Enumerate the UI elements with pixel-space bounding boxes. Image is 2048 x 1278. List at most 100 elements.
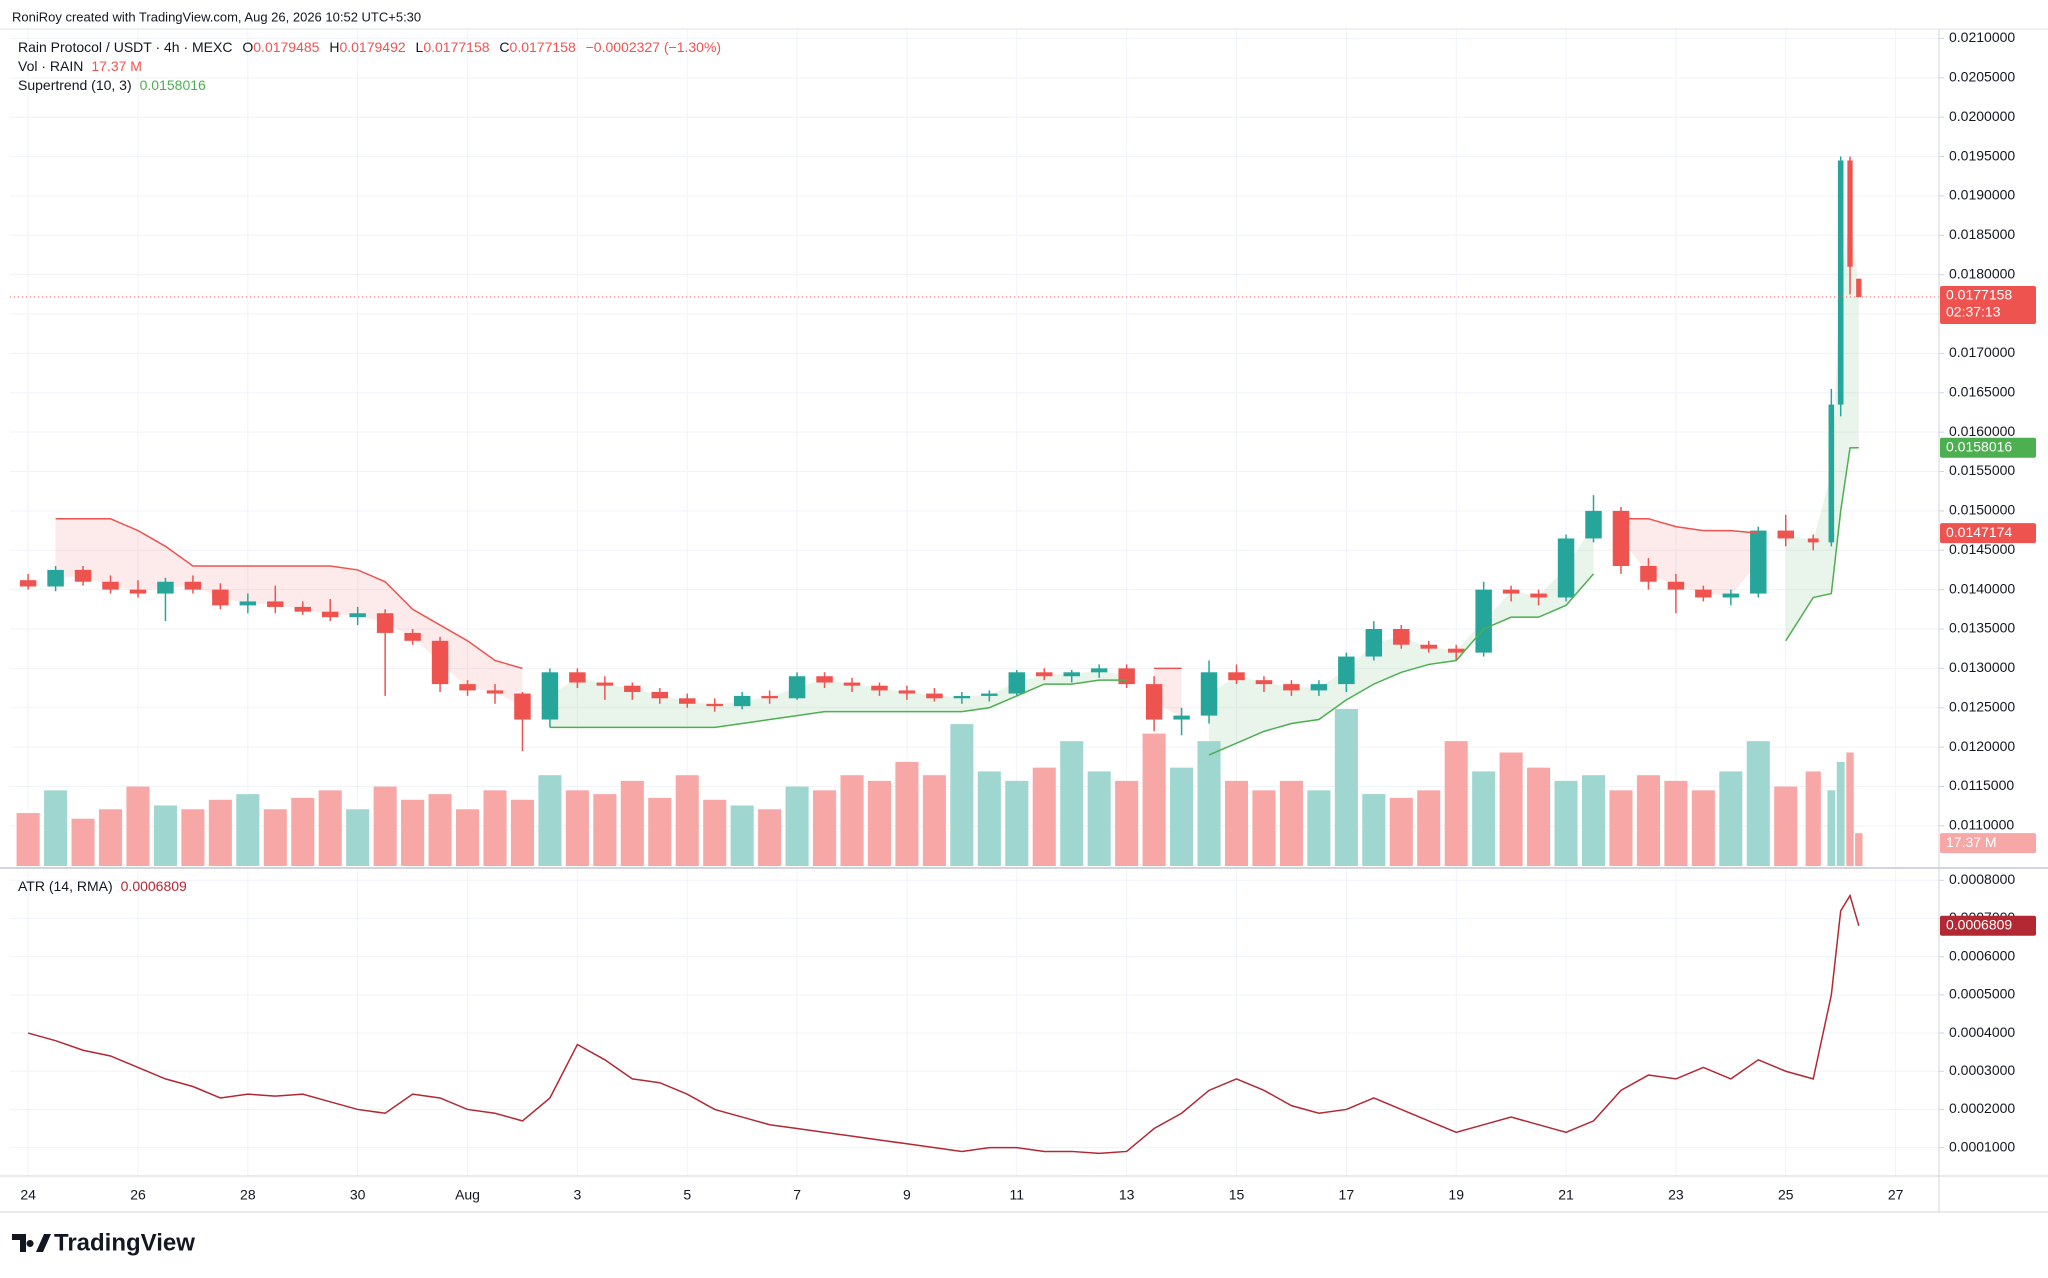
candle-body <box>47 569 64 587</box>
candle-body <box>706 703 723 707</box>
supertrend-fill <box>1620 518 1759 596</box>
volume-bar <box>1774 786 1798 866</box>
x-tick-label: 7 <box>793 1187 801 1203</box>
vol-name: Vol · RAIN <box>18 58 83 74</box>
candle-body <box>1008 672 1026 694</box>
x-tick-label: 13 <box>1119 1187 1135 1203</box>
x-tick-label: 17 <box>1339 1187 1355 1203</box>
volume-bar <box>71 818 95 866</box>
candle-body <box>1228 672 1245 681</box>
y-tick-label: 0.0001000 <box>1949 1138 2015 1154</box>
candle-body <box>1420 644 1437 649</box>
volume-bar <box>1499 752 1523 866</box>
volume-bar <box>291 797 315 866</box>
legend-main: Rain Protocol / USDT · 4h · MEXC O0.0179… <box>18 39 721 55</box>
volume-bar <box>593 794 617 866</box>
candle-body <box>1145 684 1163 720</box>
y-tick-label: 0.0120000 <box>1949 738 2015 754</box>
candle-body <box>486 690 504 694</box>
volume-bar <box>483 790 507 866</box>
atr-name: ATR (14, RMA) <box>18 878 113 894</box>
volume-bar <box>1746 741 1770 866</box>
candle-body <box>1393 628 1410 645</box>
volume-bar <box>373 786 397 866</box>
candle-body <box>1777 530 1794 539</box>
x-tick-label: 19 <box>1448 1187 1464 1203</box>
candle-body <box>981 693 998 696</box>
volume-bar <box>208 799 232 866</box>
candle-body <box>1365 628 1383 657</box>
x-tick-label: Aug <box>455 1187 480 1203</box>
candle-body <box>1200 672 1218 716</box>
fill-layer <box>55 213 1859 755</box>
volume-bar <box>1334 709 1358 866</box>
volume-bar <box>1170 767 1194 866</box>
volume-bar <box>1664 780 1688 866</box>
volume-bar <box>401 799 425 866</box>
candle-body <box>1283 684 1300 691</box>
h-value: 0.0179492 <box>339 39 405 55</box>
volume-bar <box>1609 790 1633 866</box>
volume-bar <box>538 775 562 866</box>
candle-body <box>1255 680 1273 685</box>
y-tick-label: 0.0145000 <box>1949 541 2015 557</box>
candle-body <box>1856 278 1862 298</box>
y-tick-label: 0.0125000 <box>1949 698 2015 714</box>
candle-body <box>1722 593 1740 598</box>
candle-body <box>1173 715 1190 720</box>
y-tick-label: 0.0135000 <box>1949 620 2015 636</box>
candle-body <box>19 580 37 587</box>
candle-body <box>678 698 696 704</box>
price-tag <box>1940 286 2036 325</box>
y-tick-label: 0.0185000 <box>1949 226 2015 242</box>
volume-bar <box>1197 741 1221 866</box>
volume-bar <box>620 780 644 866</box>
volume-bar <box>1636 775 1660 866</box>
o-label: O <box>242 39 253 55</box>
volume-bar <box>1389 797 1413 866</box>
vol-value: 17.37 M <box>91 58 142 74</box>
volume-bar <box>346 809 370 866</box>
x-tick-label: 24 <box>20 1187 36 1203</box>
logo-text: TradingView <box>54 1229 195 1256</box>
candle-body <box>761 695 778 699</box>
y-tick-label: 0.0130000 <box>1949 659 2015 675</box>
volume-tag-label: 17.37 M <box>1946 834 1997 850</box>
volume-bar <box>1691 790 1715 866</box>
volume-bar <box>922 775 946 866</box>
y-tick-label: 0.0155000 <box>1949 462 2015 478</box>
volume-bar <box>895 761 919 866</box>
supertrend-tag <box>1940 523 2036 544</box>
candle-body <box>596 682 614 686</box>
volume-bar <box>44 790 68 866</box>
candle-body <box>1828 404 1835 543</box>
candle-body <box>1310 684 1328 691</box>
volume-bar <box>1032 767 1056 866</box>
volume-bar <box>785 786 809 866</box>
volume-bar <box>840 775 864 866</box>
candle-body <box>349 613 366 618</box>
candle-body <box>871 685 888 691</box>
candle-body <box>294 606 311 612</box>
candle-body <box>953 695 971 699</box>
y-tick-label: 0.0170000 <box>1949 344 2015 360</box>
y-tick-label: 0.0190000 <box>1949 187 2015 203</box>
candle-body <box>1090 668 1108 673</box>
candle-body <box>1502 589 1520 594</box>
countdown: 02:37:13 <box>1946 304 2001 320</box>
volume-bar <box>648 797 672 866</box>
candle-body <box>404 632 421 641</box>
volume-bar <box>263 809 287 866</box>
y-tick-label: 0.0195000 <box>1949 147 2015 163</box>
y-tick-label: 0.0180000 <box>1949 265 2015 281</box>
supertrend-fill <box>55 518 523 707</box>
candle-body <box>1530 593 1547 598</box>
logo: TradingView <box>12 1229 195 1256</box>
volume-bar <box>867 780 892 866</box>
h-label: H <box>329 39 339 55</box>
candle-body <box>102 581 119 590</box>
grid-layer <box>10 29 1939 1176</box>
candle-body <box>1557 538 1575 598</box>
y-tick-label: 0.0002000 <box>1949 1100 2015 1116</box>
